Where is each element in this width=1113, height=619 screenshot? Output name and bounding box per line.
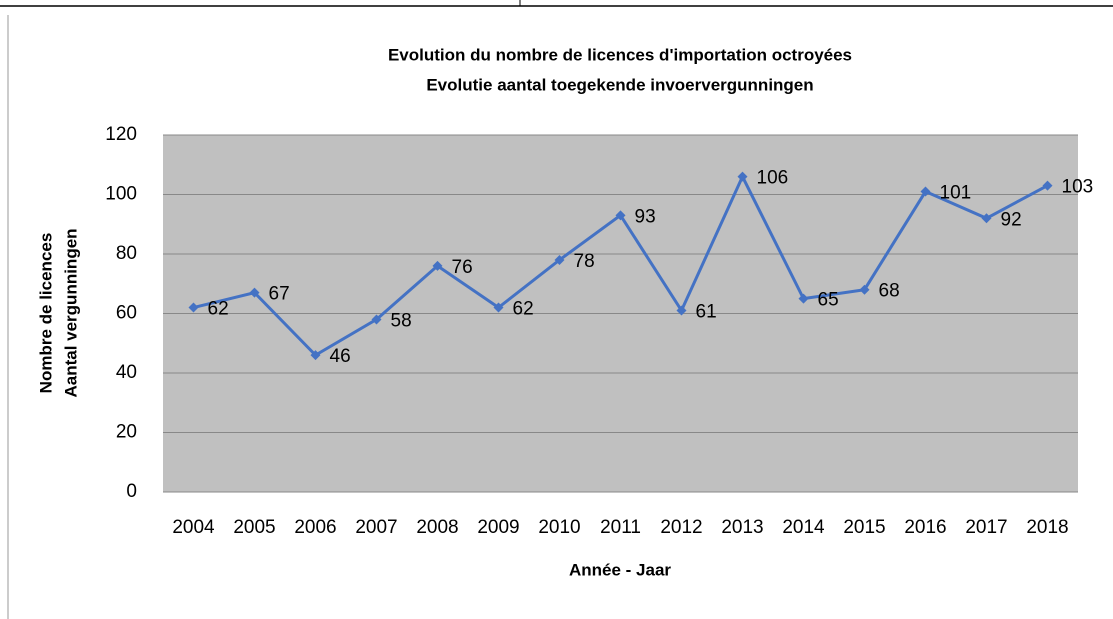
marker [920, 186, 931, 197]
x-tick-label: 2007 [355, 517, 397, 538]
x-tick-label: 2006 [294, 517, 336, 538]
chart-title: Evolution du nombre de licences d'import… [388, 45, 852, 64]
marker [859, 284, 870, 295]
y-tick-label: 20 [116, 422, 137, 443]
y-axis-label: Aantal vergunningen [61, 228, 80, 397]
y-axis-label: Nombre de licences [36, 233, 55, 394]
y-tick-label: 120 [105, 124, 137, 145]
marker [737, 171, 748, 182]
x-tick-label: 2018 [1026, 517, 1068, 538]
marker [554, 254, 565, 265]
y-tick-label: 0 [126, 481, 137, 502]
data-label: 62 [208, 299, 229, 320]
x-tick-label: 2016 [904, 517, 946, 538]
data-label: 103 [1062, 177, 1094, 198]
data-label: 78 [574, 251, 595, 272]
marker [371, 314, 382, 325]
y-tick-label: 60 [116, 303, 137, 324]
data-label: 65 [818, 290, 839, 311]
x-tick-label: 2017 [965, 517, 1007, 538]
data-label: 93 [635, 206, 656, 227]
x-tick-label: 2005 [233, 517, 275, 538]
marker [249, 287, 260, 298]
x-axis-label: Année - Jaar [569, 560, 671, 579]
x-tick-label: 2014 [782, 517, 825, 538]
y-tick-label: 100 [105, 184, 137, 205]
x-tick-label: 2008 [416, 517, 458, 538]
marker [676, 305, 687, 316]
data-label: 67 [269, 284, 290, 305]
marker [188, 302, 199, 313]
x-tick-label: 2015 [843, 517, 885, 538]
marker [432, 260, 443, 271]
x-tick-label: 2010 [538, 517, 580, 538]
data-label: 46 [330, 346, 351, 367]
marker [981, 213, 992, 224]
data-label: 61 [696, 302, 717, 323]
data-label: 106 [757, 168, 789, 189]
data-label: 92 [1001, 209, 1022, 230]
y-tick-label: 80 [116, 243, 137, 264]
chart-title: Evolutie aantal toegekende invoervergunn… [426, 75, 813, 94]
x-tick-label: 2009 [477, 517, 519, 538]
x-tick-label: 2011 [600, 517, 641, 538]
data-label: 68 [879, 281, 900, 302]
marker [798, 293, 809, 304]
data-label: 101 [940, 183, 972, 204]
x-tick-label: 2012 [660, 517, 702, 538]
data-label: 76 [452, 257, 473, 278]
x-tick-label: 2013 [721, 517, 763, 538]
y-tick-label: 40 [116, 362, 137, 383]
marker [615, 210, 626, 221]
data-label: 58 [391, 310, 412, 331]
marker [1042, 180, 1053, 191]
x-tick-label: 2004 [172, 517, 215, 538]
marker [493, 302, 504, 313]
data-label: 62 [513, 299, 534, 320]
marker [310, 350, 321, 361]
